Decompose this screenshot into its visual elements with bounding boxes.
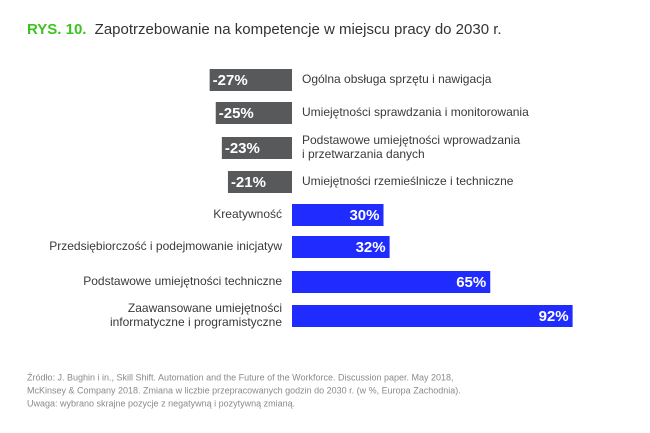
source-note: McKinsey & Company 2018. Zmiana w liczbi… [27,385,461,395]
source-note: Uwaga: wybrano skrajne pozycje z negatyw… [27,398,295,408]
category-label: Podstawowe umiejętności wprowadzania i pr… [302,133,520,161]
category-label: Ogólna obsługa sprzętu i nawigacja [302,72,492,86]
value-label: -21% [231,174,266,191]
value-label: -27% [213,72,248,89]
source-note: Źródło: J. Bughin i in., Skill Shift. Au… [27,372,454,382]
figure-label: RYS. 10. [27,21,86,38]
category-label: Podstawowe umiejętności techniczne [83,274,282,288]
value-label: -25% [219,105,254,122]
bar [292,305,573,327]
chart-title: RYS. 10. Zapotrzebowanie na kompetencje … [27,21,502,38]
bar [292,271,491,293]
category-label: Umiejętności sprawdzania i monitorowania [302,105,529,119]
category-label: Umiejętności rzemieślnicze i techniczne [302,174,514,188]
value-label: 65% [456,274,486,291]
category-label: Zaawansowane umiejętności informatyczne i… [110,301,282,329]
value-label: 92% [539,308,569,325]
value-label: -23% [225,140,260,157]
bar [215,102,292,124]
bar [221,137,292,159]
bar [292,204,384,226]
value-label: 30% [349,207,379,224]
category-label: Przedsiębiorczość i podejmowanie inicjat… [49,239,282,253]
value-label: 32% [356,239,386,256]
title-text: Zapotrzebowanie na kompetencje w miejscu… [95,21,502,38]
bar [227,171,292,193]
bar [292,236,390,258]
bar [209,69,292,91]
category-label: Kreatywność [213,207,282,221]
